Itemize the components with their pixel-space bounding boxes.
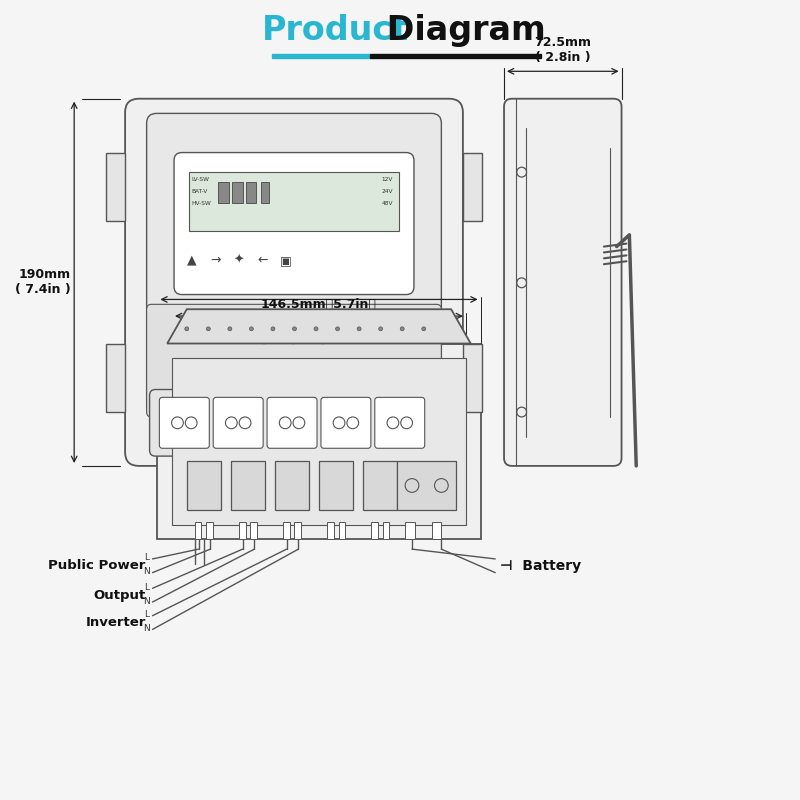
FancyBboxPatch shape [146, 304, 442, 417]
FancyBboxPatch shape [174, 153, 414, 294]
Bar [363, 461, 398, 510]
Text: 190mm
( 7.4in ): 190mm ( 7.4in ) [14, 268, 70, 296]
Bar [405, 522, 415, 539]
Circle shape [422, 327, 426, 330]
Text: Product: Product [262, 14, 410, 47]
FancyBboxPatch shape [321, 398, 371, 448]
Text: L: L [145, 610, 150, 619]
Bar [231, 461, 265, 510]
Circle shape [185, 327, 189, 330]
FancyBboxPatch shape [504, 98, 622, 466]
Bar [238, 522, 246, 539]
Text: 12V: 12V [382, 177, 393, 182]
Circle shape [400, 327, 404, 330]
Text: Public Power: Public Power [48, 559, 146, 572]
Text: 146.5mm（5.7in）: 146.5mm（5.7in） [261, 298, 377, 311]
Text: Diagram: Diagram [374, 14, 546, 47]
Bar [282, 522, 290, 539]
Bar [194, 522, 202, 539]
Circle shape [250, 327, 254, 330]
Circle shape [228, 327, 232, 330]
Text: ←: ← [257, 254, 267, 266]
Text: 72.5mm
( 2.8in ): 72.5mm ( 2.8in ) [534, 37, 591, 65]
Bar [398, 461, 456, 510]
Bar [232, 182, 242, 203]
Bar [382, 522, 390, 539]
Bar [218, 182, 229, 203]
Bar [186, 461, 221, 510]
Text: ▲: ▲ [187, 254, 197, 266]
Text: 169.5mm（6.7in）: 169.5mm（6.7in） [261, 282, 377, 294]
Bar [246, 182, 256, 203]
Bar [371, 522, 378, 539]
Circle shape [271, 327, 275, 330]
Bar [250, 522, 258, 539]
Circle shape [206, 327, 210, 330]
Text: N: N [143, 567, 150, 576]
FancyBboxPatch shape [125, 98, 463, 466]
Text: N: N [143, 597, 150, 606]
Bar [261, 182, 269, 203]
Bar [106, 153, 125, 221]
Bar [158, 343, 481, 539]
FancyBboxPatch shape [150, 390, 438, 456]
Circle shape [314, 327, 318, 330]
Text: ▣: ▣ [280, 254, 291, 266]
Bar [370, 54, 542, 58]
Text: ✦: ✦ [234, 254, 244, 266]
Bar [319, 461, 354, 510]
Bar [463, 343, 482, 412]
FancyBboxPatch shape [146, 114, 442, 417]
FancyBboxPatch shape [159, 398, 210, 448]
Text: L: L [145, 554, 150, 562]
Bar [275, 461, 309, 510]
Text: 24V: 24V [382, 189, 393, 194]
FancyBboxPatch shape [267, 398, 317, 448]
Text: Output: Output [94, 589, 146, 602]
Text: →: → [210, 254, 221, 266]
Text: Inverter: Inverter [86, 616, 146, 629]
Circle shape [357, 327, 361, 330]
Bar [294, 522, 302, 539]
Text: ⊣  Battery: ⊣ Battery [500, 558, 582, 573]
Bar [206, 522, 214, 539]
Bar [272, 54, 370, 58]
Polygon shape [167, 310, 470, 343]
Text: HV-SW: HV-SW [192, 201, 211, 206]
Circle shape [336, 327, 339, 330]
Bar [338, 522, 346, 539]
Circle shape [293, 327, 297, 330]
Text: N: N [143, 624, 150, 633]
Bar [431, 522, 442, 539]
Text: BAT-V: BAT-V [192, 189, 208, 194]
Bar [172, 358, 466, 525]
Bar [106, 343, 125, 412]
Text: LV-SW: LV-SW [192, 177, 210, 182]
Text: 48V: 48V [382, 201, 393, 206]
FancyBboxPatch shape [214, 398, 263, 448]
Bar [327, 522, 334, 539]
Circle shape [378, 327, 382, 330]
Bar [463, 153, 482, 221]
FancyBboxPatch shape [374, 398, 425, 448]
Bar [189, 172, 399, 231]
Text: L: L [145, 583, 150, 592]
